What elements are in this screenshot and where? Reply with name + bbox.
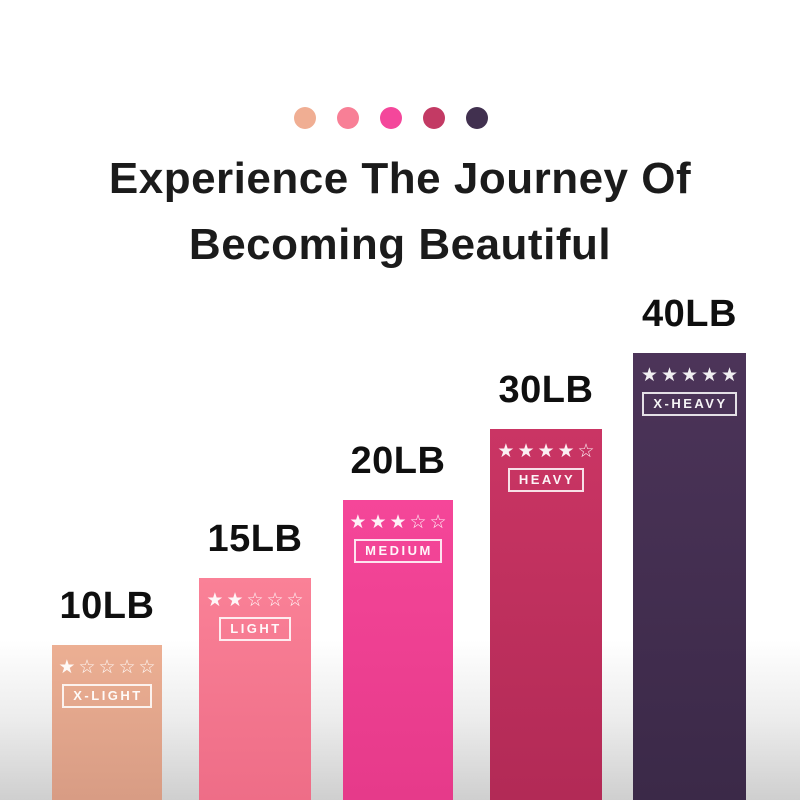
headline: Experience The Journey Of Becoming Beaut… xyxy=(0,146,800,278)
star-rating: ★★★★★ xyxy=(640,364,742,386)
star-rating: ★★★☆☆ xyxy=(349,511,450,533)
headline-line2: Becoming Beautiful xyxy=(188,220,612,269)
color-palette-dots xyxy=(294,107,488,129)
difficulty-tag: HEAVY xyxy=(507,468,585,492)
medium-dot xyxy=(380,107,402,129)
difficulty-tag: MEDIUM xyxy=(354,539,442,563)
difficulty-tag: LIGHT xyxy=(219,617,291,641)
difficulty-tag: X-HEAVY xyxy=(642,392,737,416)
weight-band-x-heavy: 40LB ★★★★★ X-HEAVY xyxy=(633,0,746,800)
weight-label: 10LB xyxy=(59,585,155,627)
weight-label: 40LB xyxy=(642,293,737,335)
star-rating: ★☆☆☆☆ xyxy=(58,656,159,678)
star-rating: ★★☆☆☆ xyxy=(206,589,307,611)
resistance-bar: ★★★☆☆ MEDIUM xyxy=(343,500,453,800)
weight-band-heavy: 30LB ★★★★☆ HEAVY xyxy=(490,0,602,800)
x-heavy-dot xyxy=(466,107,488,129)
weight-band-x-light: 10LB ★☆☆☆☆ X-LIGHT xyxy=(52,0,162,800)
weight-label: 30LB xyxy=(498,369,594,411)
x-light-dot xyxy=(294,107,316,129)
light-dot xyxy=(337,107,359,129)
resistance-bar: ★★☆☆☆ LIGHT xyxy=(199,578,311,800)
weight-band-light: 15LB ★★☆☆☆ LIGHT xyxy=(199,0,311,800)
difficulty-tag: X-LIGHT xyxy=(62,684,152,708)
resistance-bar: ★☆☆☆☆ X-LIGHT xyxy=(52,645,162,800)
weight-label: 15LB xyxy=(207,518,303,560)
star-rating: ★★★★☆ xyxy=(497,440,598,462)
heavy-dot xyxy=(423,107,445,129)
weight-label: 20LB xyxy=(350,440,446,482)
headline-line1: Experience The Journey Of xyxy=(108,154,692,203)
weight-band-medium: 20LB ★★★☆☆ MEDIUM xyxy=(343,0,453,800)
resistance-bar: ★★★★★ X-HEAVY xyxy=(633,353,746,800)
resistance-bar: ★★★★☆ HEAVY xyxy=(490,429,602,800)
